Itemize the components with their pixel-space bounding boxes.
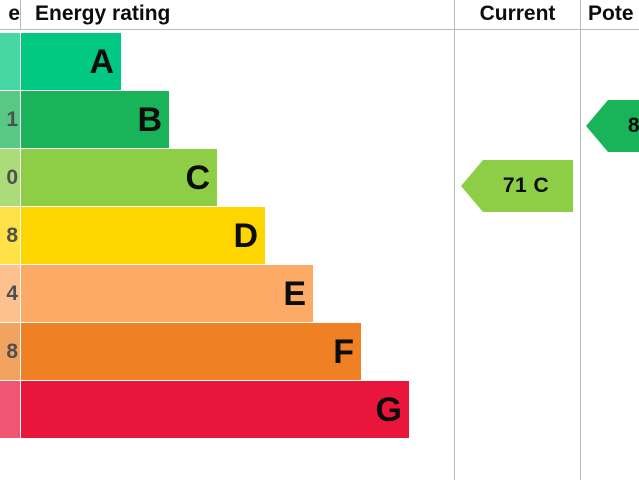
score-range-text: 4 bbox=[6, 281, 18, 305]
band-letter: G bbox=[375, 390, 402, 429]
energy-band-c: C bbox=[21, 149, 217, 206]
score-range-g bbox=[0, 381, 20, 438]
header-energy-rating: Energy rating bbox=[35, 2, 171, 25]
potential-rating-arrow: 82 B bbox=[586, 100, 639, 152]
band-letter: E bbox=[283, 274, 306, 313]
chart-header-row: e Energy rating Current Pote bbox=[0, 0, 639, 29]
score-range-a bbox=[0, 33, 20, 90]
energy-band-a: A bbox=[21, 33, 121, 90]
band-letter: D bbox=[233, 216, 258, 255]
header-divider bbox=[0, 29, 639, 30]
score-range-c: 0 bbox=[0, 149, 20, 206]
energy-band-f: F bbox=[21, 323, 361, 380]
energy-band-d: D bbox=[21, 207, 265, 264]
band-letter: B bbox=[137, 100, 162, 139]
band-letter: C bbox=[185, 158, 210, 197]
current-rating-arrow: 71 C bbox=[461, 160, 573, 212]
current-rating-label: 71 C bbox=[502, 174, 550, 197]
column-divider-current bbox=[454, 0, 455, 480]
column-divider-potential bbox=[580, 0, 581, 480]
score-range-text: 8 bbox=[6, 223, 18, 247]
header-potential: Pote bbox=[588, 2, 634, 25]
energy-band-g: G bbox=[21, 381, 409, 438]
score-range-e: 4 bbox=[0, 265, 20, 322]
score-range-text: 8 bbox=[6, 339, 18, 363]
score-range-d: 8 bbox=[0, 207, 20, 264]
header-score-label: e bbox=[8, 2, 20, 25]
score-range-text: 1 bbox=[6, 107, 18, 131]
header-current: Current bbox=[479, 2, 556, 25]
potential-rating-label: 82 B bbox=[627, 114, 639, 137]
score-range-text: 0 bbox=[6, 165, 18, 189]
column-divider-score bbox=[20, 0, 21, 29]
energy-band-e: E bbox=[21, 265, 313, 322]
band-letter: F bbox=[333, 332, 354, 371]
score-range-f: 8 bbox=[0, 323, 20, 380]
energy-band-b: B bbox=[21, 91, 169, 148]
band-letter: A bbox=[89, 42, 114, 81]
score-range-b: 1 bbox=[0, 91, 20, 148]
